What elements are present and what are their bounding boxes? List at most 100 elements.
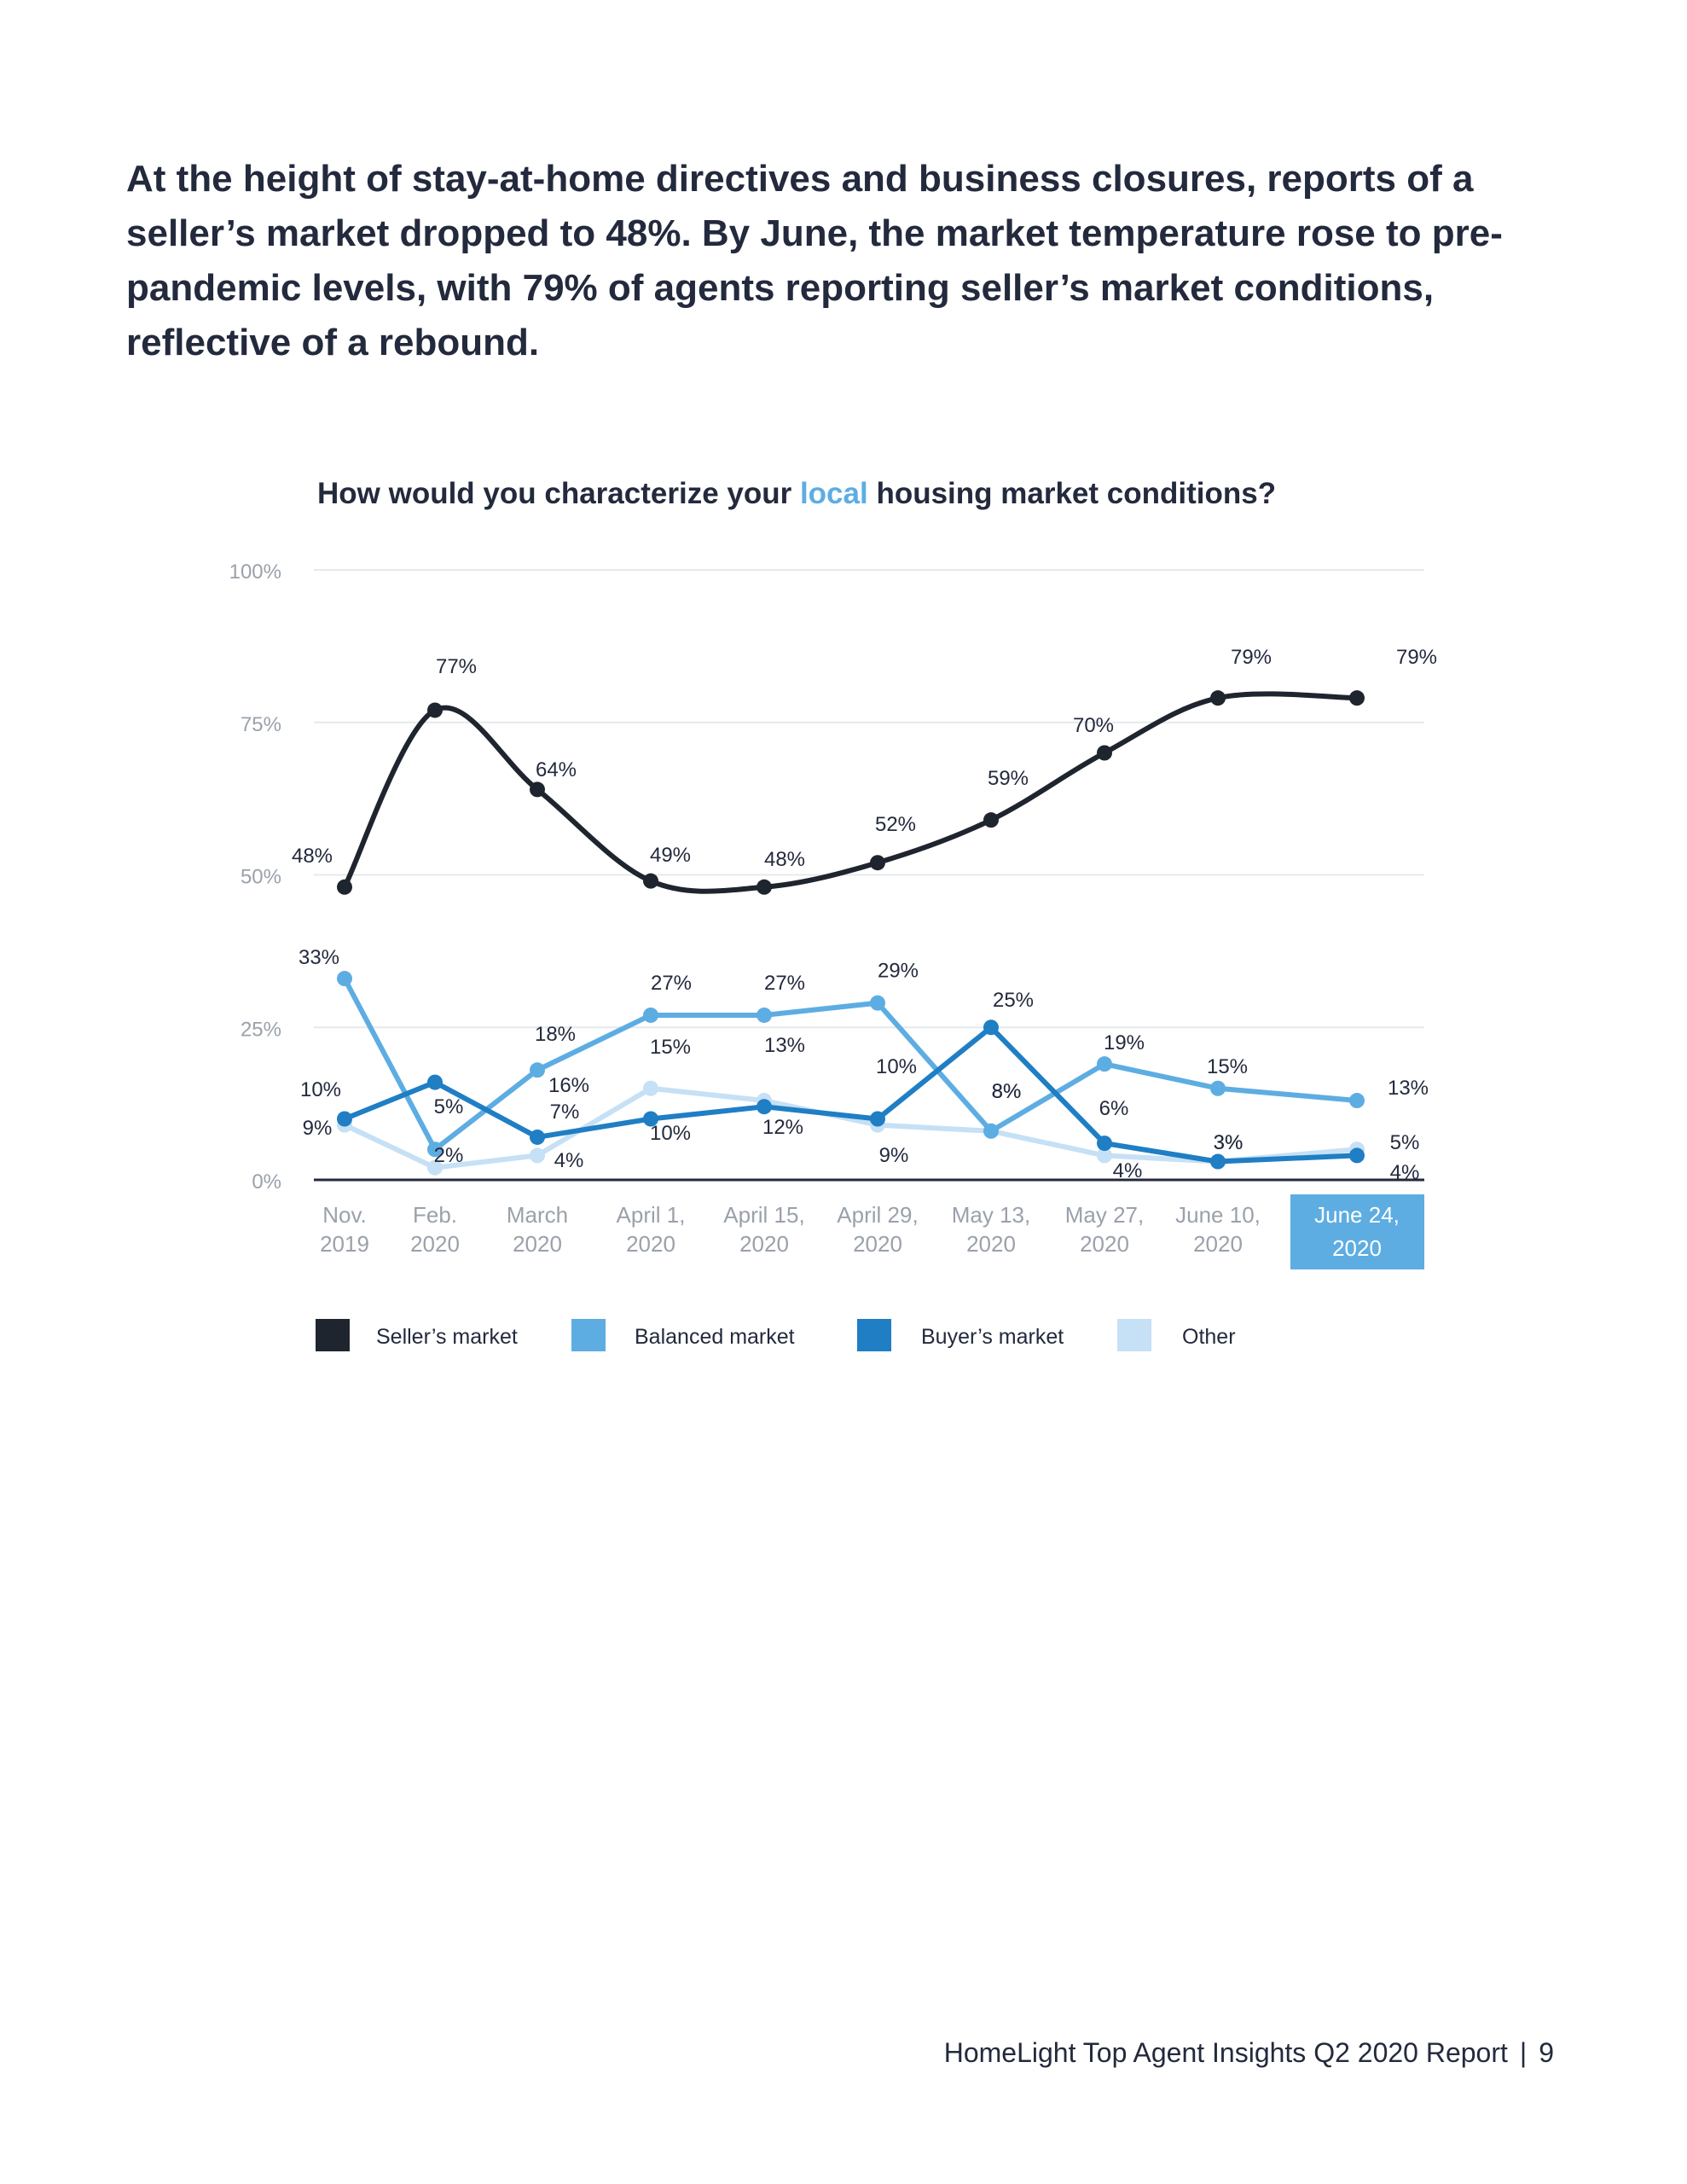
data-point: [530, 1147, 545, 1164]
data-point: [1210, 1153, 1226, 1170]
x-tick-label: April 1,: [617, 1202, 686, 1228]
x-tick-label: June 24,: [1314, 1202, 1400, 1228]
x-tick-label-year: 2020: [626, 1231, 675, 1257]
intro-paragraph: At the height of stay-at-home directives…: [126, 158, 1503, 363]
data-label: 4%: [1113, 1159, 1143, 1182]
data-label: 27%: [764, 972, 805, 995]
data-label: 9%: [303, 1117, 333, 1140]
legend-label: Buyer’s market: [921, 1325, 1064, 1349]
data-label: 13%: [1388, 1077, 1429, 1100]
data-point: [427, 1159, 443, 1176]
data-label: 6%: [1099, 1097, 1129, 1120]
x-tick-label: Feb.: [413, 1202, 457, 1228]
data-point: [757, 1099, 772, 1115]
data-point: [870, 855, 885, 871]
data-label: 3%: [1214, 1131, 1244, 1154]
x-tick-label: May 13,: [952, 1202, 1031, 1228]
data-label: 5%: [1390, 1131, 1420, 1154]
chart-title-part: housing market conditions?: [868, 477, 1276, 510]
line-chart: How would you characterize your local ho…: [229, 477, 1437, 1351]
data-point: [337, 879, 352, 895]
data-label: 4%: [554, 1149, 584, 1172]
data-point: [337, 971, 352, 987]
legend-label: Balanced market: [635, 1325, 795, 1349]
y-tick-label: 50%: [241, 866, 281, 889]
data-label: 59%: [988, 767, 1029, 790]
chart-title: How would you characterize your local ho…: [317, 477, 1276, 510]
data-label: 33%: [299, 946, 339, 969]
data-point: [983, 812, 999, 828]
data-label: 29%: [878, 960, 919, 983]
data-point: [870, 995, 885, 1011]
y-tick-label: 25%: [241, 1018, 281, 1041]
data-point: [643, 873, 658, 889]
data-point: [1097, 1147, 1112, 1164]
chart-title-accent: local: [800, 477, 868, 510]
data-point: [427, 702, 443, 718]
data-label: 13%: [764, 1034, 805, 1057]
data-label: 77%: [436, 655, 477, 678]
x-tick-label-year: 2020: [966, 1231, 1016, 1257]
x-tick-label: April 15,: [723, 1202, 804, 1228]
y-tick-label: 100%: [229, 561, 281, 584]
y-tick-label: 0%: [252, 1170, 281, 1194]
data-point: [530, 781, 545, 798]
data-point: [427, 1141, 443, 1158]
y-tick-label: 75%: [241, 713, 281, 736]
x-tick-label-year: 2020: [853, 1231, 902, 1257]
series-line-0: [342, 691, 1359, 894]
data-point: [427, 1074, 443, 1090]
data-point: [983, 1123, 999, 1139]
data-point: [1097, 745, 1112, 761]
data-label: 52%: [875, 813, 916, 836]
data-label: 16%: [548, 1074, 589, 1097]
data-point: [337, 1111, 352, 1127]
data-label: 5%: [434, 1095, 464, 1118]
data-label: 48%: [292, 845, 333, 868]
series-line-1: [342, 976, 1359, 1153]
chart-title-part: How would you characterize your: [317, 477, 800, 510]
data-point: [1349, 1093, 1365, 1109]
data-point: [530, 1129, 545, 1145]
data-point: [1210, 690, 1226, 706]
x-tick-label: April 29,: [837, 1202, 918, 1228]
legend-label: Seller’s market: [376, 1325, 518, 1349]
data-label: 48%: [764, 848, 805, 871]
footer-report-title: HomeLight Top Agent Insights Q2 2020 Rep…: [943, 2037, 1508, 2068]
data-point: [1097, 1136, 1112, 1152]
footer-page-number: 9: [1539, 2037, 1554, 2068]
x-tick-label-year: 2020: [513, 1231, 562, 1257]
data-label: 15%: [650, 1036, 691, 1059]
data-label: 3%: [1214, 1131, 1244, 1154]
page-footer: HomeLight Top Agent Insights Q2 2020 Rep…: [944, 2037, 1554, 2069]
data-label: 49%: [650, 844, 691, 867]
data-point: [757, 879, 772, 895]
data-label: 2%: [434, 1144, 464, 1167]
data-label: 70%: [1073, 714, 1114, 737]
data-label: 10%: [300, 1078, 341, 1101]
data-label: 10%: [650, 1122, 691, 1145]
x-tick-label-year: 2020: [1080, 1231, 1129, 1257]
data-point: [1210, 1080, 1226, 1096]
data-label: 79%: [1396, 646, 1437, 669]
data-point: [983, 1019, 999, 1036]
data-label: 4%: [1390, 1161, 1420, 1184]
x-tick-label: March: [507, 1202, 568, 1228]
data-label: 27%: [651, 972, 692, 995]
data-label: 10%: [876, 1055, 917, 1078]
data-point: [643, 1007, 658, 1023]
data-label: 79%: [1231, 646, 1272, 669]
x-tick-label-year: 2019: [320, 1231, 369, 1257]
legend-label: Other: [1182, 1325, 1236, 1349]
x-tick-label: Nov.: [322, 1202, 367, 1228]
legend-swatch: [857, 1319, 891, 1351]
data-label: 18%: [535, 1023, 576, 1046]
data-label: 25%: [993, 989, 1034, 1012]
data-label: 8%: [992, 1080, 1022, 1103]
data-label: 9%: [879, 1144, 909, 1167]
legend-swatch: [571, 1319, 606, 1351]
data-point: [870, 1111, 885, 1127]
x-tick-label: May 27,: [1065, 1202, 1145, 1228]
data-label: 19%: [1104, 1031, 1145, 1054]
data-point: [643, 1111, 658, 1127]
